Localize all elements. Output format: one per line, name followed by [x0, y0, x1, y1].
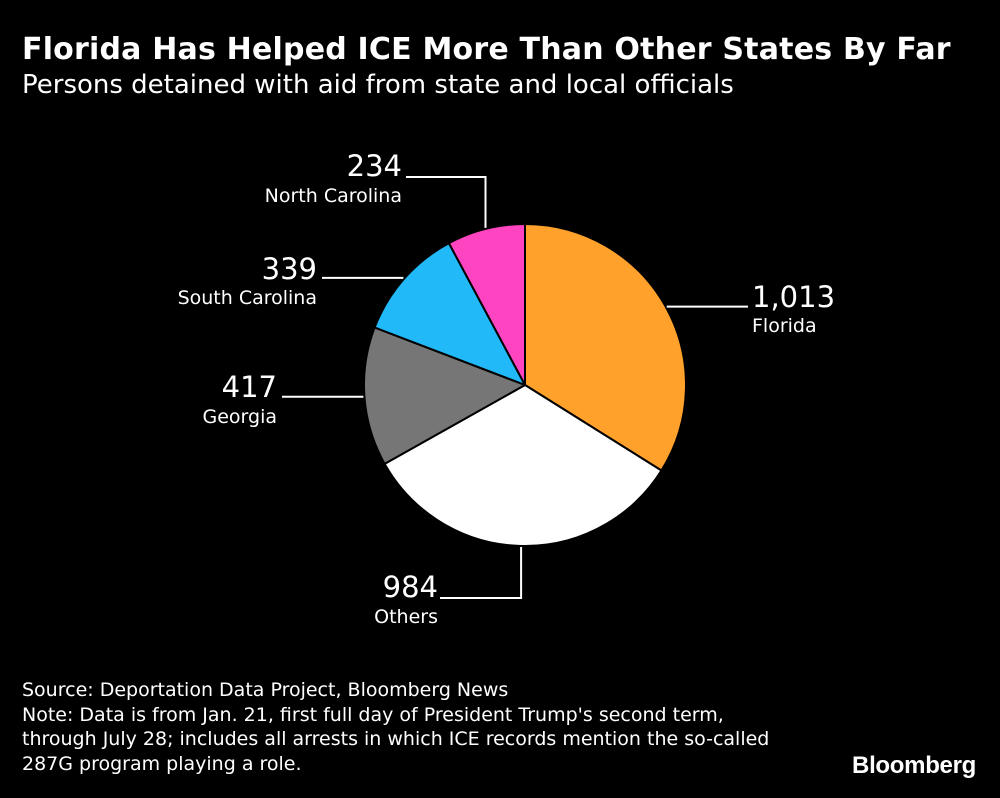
category-label-florida: Florida [752, 315, 817, 337]
value-label-others: 984 [383, 570, 438, 604]
pie-slice-florida [524, 223, 687, 472]
value-label-florida: 1,013 [752, 280, 835, 314]
leader-line-north-carolina [406, 176, 487, 228]
pie-chart: 1,013 Florida 984 Others 417 Georgia 339… [178, 149, 835, 628]
pie-slice-south-carolina [373, 242, 526, 386]
pie-slice-north-carolina [447, 223, 526, 386]
pie-slices [363, 223, 687, 547]
chart-subtitle: Persons detained with aid from state and… [22, 70, 734, 100]
category-label-georgia: Georgia [203, 406, 278, 428]
value-label-georgia: 417 [222, 370, 277, 404]
source-note: Source: Deportation Data Project, Bloomb… [22, 679, 509, 701]
value-label-north-carolina: 234 [347, 149, 402, 183]
leader-lines [282, 176, 748, 599]
note-line-3: 287G program playing a role. [22, 752, 302, 775]
pie-slice-georgia [363, 326, 526, 465]
bloomberg-logo: Bloomberg [852, 752, 976, 779]
note-line-1: Note: Data is from Jan. 21, first full d… [22, 703, 724, 726]
category-label-north-carolina: North Carolina [265, 185, 402, 207]
category-label-others: Others [374, 606, 438, 628]
category-label-south-carolina: South Carolina [178, 287, 317, 309]
chart-title: Florida Has Helped ICE More Than Other S… [22, 32, 951, 67]
chart-footer: Source: Deportation Data Project, Bloomb… [22, 678, 842, 776]
note-line-2: through July 28; includes all arrests in… [22, 728, 770, 750]
leader-line-others [440, 547, 523, 599]
value-label-south-carolina: 339 [262, 252, 317, 286]
